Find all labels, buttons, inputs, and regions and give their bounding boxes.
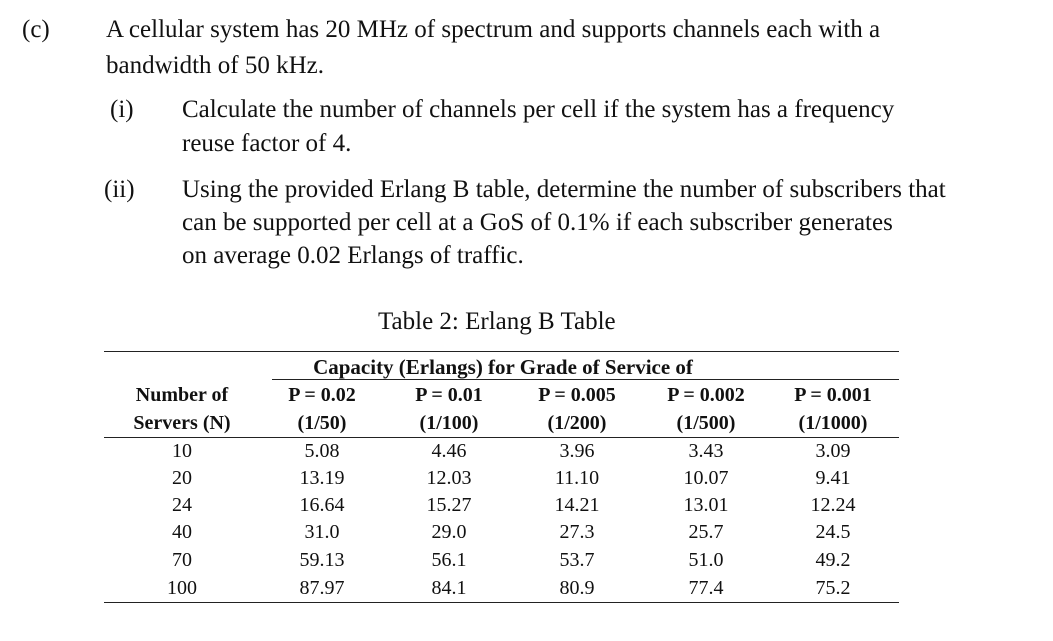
- header-bottom-rule: [104, 437, 899, 438]
- question-text-line-2: bandwidth of 50 kHz.: [106, 52, 325, 79]
- capacity-cell: 13.01: [683, 494, 729, 516]
- part-ii-text-line-2: can be supported per cell at a GoS of 0.…: [182, 209, 893, 236]
- part-i-label: (i): [110, 96, 134, 123]
- servers-cell: 40: [172, 521, 192, 543]
- servers-cell: 70: [172, 549, 192, 571]
- column-header-p: P = 0.01: [415, 384, 483, 406]
- part-ii-text-line-1: Using the provided Erlang B table, deter…: [182, 176, 946, 203]
- capacity-cell: 84.1: [431, 577, 467, 599]
- capacity-cell: 24.5: [815, 521, 851, 543]
- capacity-cell: 31.0: [304, 521, 340, 543]
- capacity-cell: 13.19: [299, 467, 345, 489]
- table-bottom-rule: [104, 602, 899, 603]
- capacity-cell: 3.09: [815, 440, 851, 462]
- group-header: Capacity (Erlangs) for Grade of Service …: [313, 355, 693, 379]
- column-header-p: P = 0.005: [538, 384, 616, 406]
- column-header-fraction: (1/50): [297, 412, 347, 434]
- column-header-fraction: (1/500): [676, 412, 736, 434]
- capacity-cell: 80.9: [559, 577, 595, 599]
- capacity-cell: 14.21: [554, 494, 600, 516]
- capacity-cell: 29.0: [431, 521, 467, 543]
- capacity-cell: 12.24: [810, 494, 856, 516]
- capacity-cell: 11.10: [554, 467, 600, 489]
- capacity-cell: 87.97: [299, 577, 345, 599]
- capacity-cell: 75.2: [815, 577, 851, 599]
- row-header-line-2: Servers (N): [133, 412, 231, 434]
- table-top-rule: [104, 351, 899, 352]
- row-header-line-1: Number of: [135, 384, 229, 406]
- servers-cell: 100: [167, 577, 197, 599]
- column-header-p: P = 0.002: [667, 384, 745, 406]
- servers-cell: 10: [172, 440, 192, 462]
- capacity-cell: 51.0: [688, 549, 724, 571]
- column-header-fraction: (1/1000): [798, 412, 868, 434]
- column-header-fraction: (1/100): [419, 412, 479, 434]
- table-caption: Table 2: Erlang B Table: [378, 308, 616, 335]
- capacity-cell: 9.41: [815, 467, 851, 489]
- part-i-text-line-2: reuse factor of 4.: [182, 130, 352, 157]
- capacity-cell: 12.03: [426, 467, 472, 489]
- capacity-cell: 53.7: [559, 549, 595, 571]
- column-header-fraction: (1/200): [547, 412, 607, 434]
- column-header-p: P = 0.001: [794, 384, 872, 406]
- column-header-p: P = 0.02: [288, 384, 356, 406]
- servers-cell: 20: [172, 467, 192, 489]
- part-ii-label: (ii): [104, 176, 135, 203]
- part-i-text-line-1: Calculate the number of channels per cel…: [182, 96, 895, 123]
- capacity-cell: 59.13: [299, 549, 345, 571]
- capacity-cell: 77.4: [688, 577, 724, 599]
- group-header-rule: [272, 379, 899, 380]
- capacity-cell: 25.7: [688, 521, 724, 543]
- capacity-cell: 16.64: [299, 494, 345, 516]
- servers-cell: 24: [172, 494, 192, 516]
- capacity-cell: 5.08: [304, 440, 340, 462]
- capacity-cell: 4.46: [431, 440, 467, 462]
- question-text-line-1: A cellular system has 20 MHz of spectrum…: [106, 16, 881, 43]
- capacity-cell: 49.2: [815, 549, 851, 571]
- capacity-cell: 3.43: [688, 440, 724, 462]
- question-label: (c): [22, 16, 50, 43]
- capacity-cell: 56.1: [431, 549, 467, 571]
- part-ii-text-line-3: on average 0.02 Erlangs of traffic.: [182, 242, 524, 269]
- capacity-cell: 15.27: [426, 494, 472, 516]
- capacity-cell: 27.3: [559, 521, 595, 543]
- capacity-cell: 3.96: [559, 440, 595, 462]
- capacity-cell: 10.07: [683, 467, 729, 489]
